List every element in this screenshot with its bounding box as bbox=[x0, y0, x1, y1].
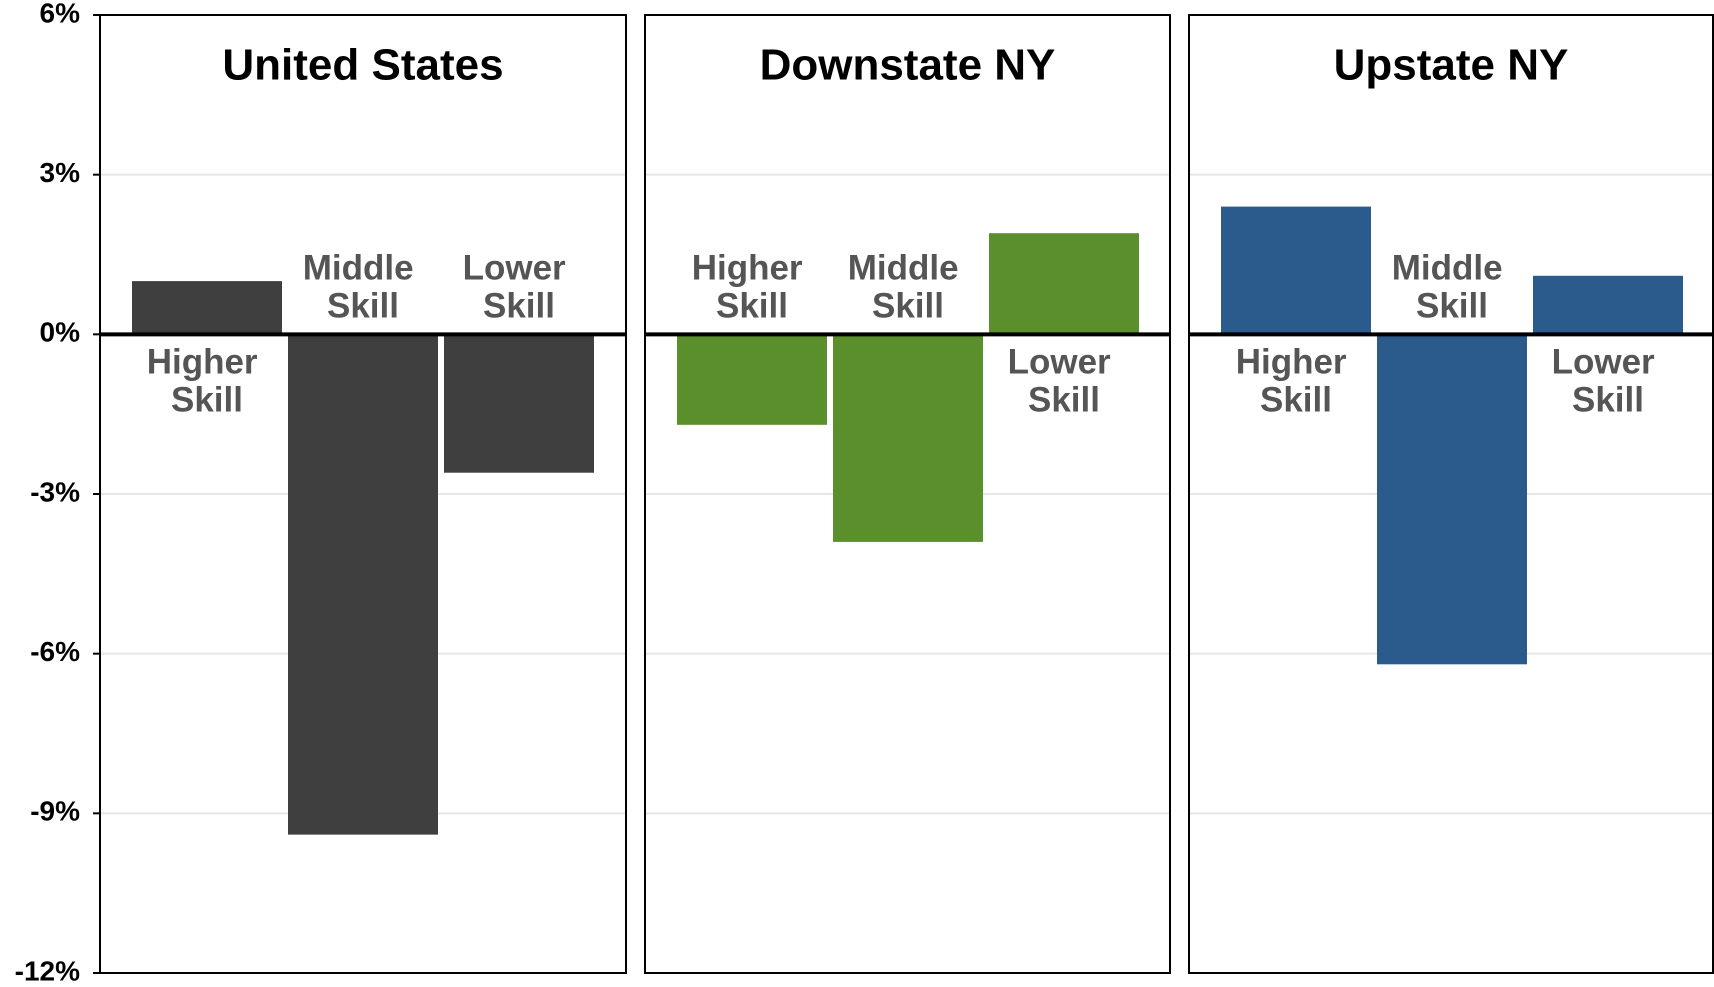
bar bbox=[833, 334, 983, 542]
bar bbox=[288, 334, 438, 835]
category-label-line: Skill bbox=[171, 381, 243, 420]
category-label-line: Skill bbox=[1572, 381, 1644, 420]
category-label: Lower Skill bbox=[463, 249, 576, 326]
panel-title: United States bbox=[222, 41, 503, 90]
category-label-line: Skill bbox=[327, 287, 399, 326]
category-label-line: Lower bbox=[1008, 343, 1121, 382]
category-label-line: Skill bbox=[483, 287, 555, 326]
category-label: Higher Skill bbox=[147, 343, 268, 420]
y-tick-label: -3% bbox=[30, 476, 80, 507]
category-label-line: Lower bbox=[1552, 343, 1665, 382]
category-label-line: Middle bbox=[848, 249, 969, 288]
category-label-line: Skill bbox=[1416, 287, 1488, 326]
bar bbox=[1533, 275, 1683, 335]
category-label: Lower Skill bbox=[1008, 343, 1121, 420]
panel-frame bbox=[644, 14, 1171, 974]
category-label: Lower Skill bbox=[1552, 343, 1665, 420]
bar bbox=[677, 334, 827, 425]
panel-frame bbox=[99, 14, 627, 974]
category-label: Middle Skill bbox=[1392, 249, 1513, 326]
category-label: Higher Skill bbox=[1236, 343, 1357, 420]
bar bbox=[1221, 206, 1371, 335]
y-tick-label: -6% bbox=[30, 636, 80, 667]
bar bbox=[989, 233, 1139, 335]
panel-title: Downstate NY bbox=[760, 41, 1056, 90]
category-label: Higher Skill bbox=[692, 249, 813, 326]
category-label-line: Higher bbox=[147, 343, 268, 382]
y-tick-label: -9% bbox=[30, 796, 80, 827]
panel-frame bbox=[1188, 14, 1714, 974]
category-label: Middle Skill bbox=[303, 249, 424, 326]
panel-title: Upstate NY bbox=[1334, 41, 1569, 90]
category-label-line: Skill bbox=[1028, 381, 1100, 420]
category-label: Middle Skill bbox=[848, 249, 969, 326]
y-tick-label: 6% bbox=[40, 0, 81, 28]
category-label-line: Middle bbox=[303, 249, 424, 288]
category-label-line: Lower bbox=[463, 249, 576, 288]
bar bbox=[444, 334, 594, 473]
bar bbox=[1377, 334, 1527, 665]
y-tick-label: 3% bbox=[40, 157, 81, 188]
category-label-line: Skill bbox=[1260, 381, 1332, 420]
category-label-line: Higher bbox=[1236, 343, 1357, 382]
category-label-line: Higher bbox=[692, 249, 813, 288]
category-label-line: Skill bbox=[716, 287, 788, 326]
bar bbox=[132, 281, 282, 335]
y-tick-label: 0% bbox=[40, 317, 81, 348]
category-label-line: Middle bbox=[1392, 249, 1513, 288]
y-tick-label: -12% bbox=[15, 955, 80, 986]
category-label-line: Skill bbox=[872, 287, 944, 326]
